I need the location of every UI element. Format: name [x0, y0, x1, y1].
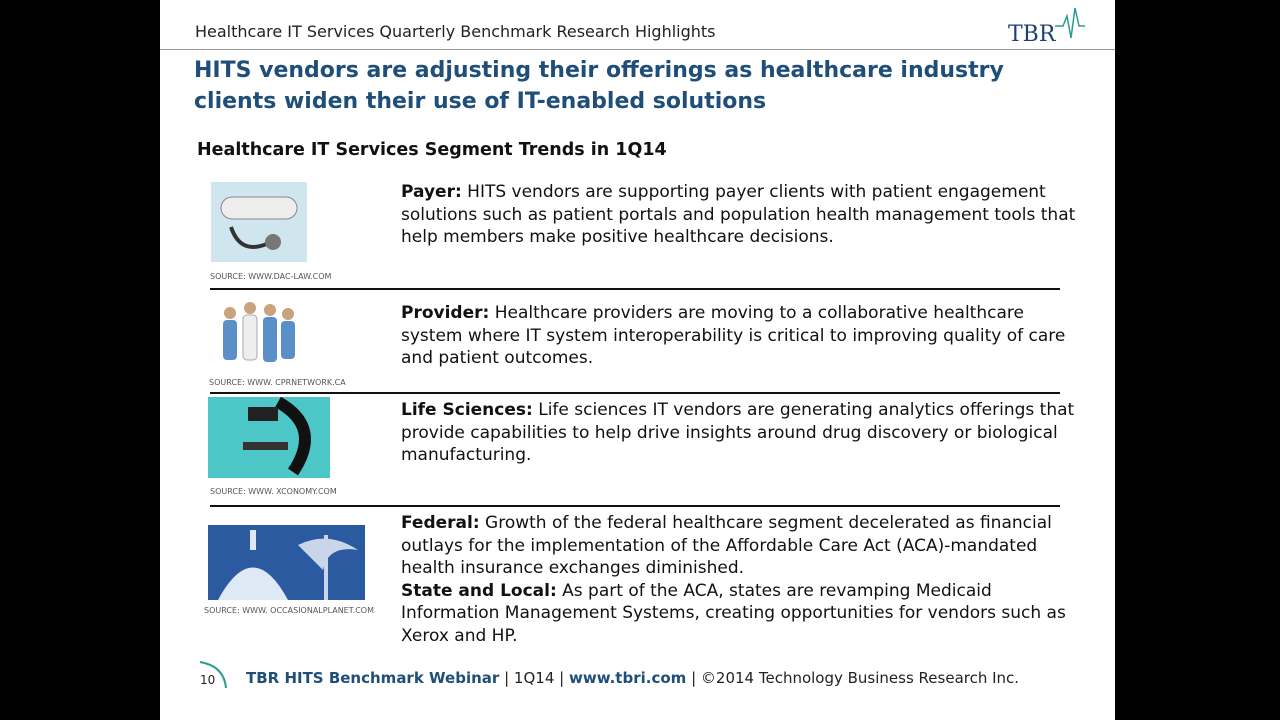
slide: Healthcare IT Services Quarterly Benchma…: [160, 0, 1115, 720]
footer-copyright: ©2014 Technology Business Research Inc.: [700, 669, 1020, 687]
segment-text: Payer: HITS vendors are supporting payer…: [401, 181, 1081, 249]
page-number: 10: [200, 673, 216, 687]
segment-label: Payer:: [401, 182, 462, 202]
footer-quarter: 1Q14: [513, 669, 555, 687]
image-doctors: [215, 298, 301, 372]
segment-text: Provider: Healthcare providers are movin…: [401, 302, 1081, 370]
footer: TBR HITS Benchmark Webinar | 1Q14 | www.…: [246, 669, 1019, 687]
image-source: SOURCE: WWW. OCCASIONALPLANET.COM: [204, 606, 374, 615]
image-source: SOURCE: WWW. CPRNETWORK.CA: [209, 378, 346, 387]
separator: [210, 392, 1060, 394]
segment-text: Federal: Growth of the federal healthcar…: [401, 512, 1081, 647]
footer-event: TBR HITS Benchmark Webinar: [246, 669, 500, 687]
segment-label: Federal:: [401, 513, 480, 533]
separator: [210, 288, 1060, 290]
image-microscope: [208, 397, 330, 478]
segment-body: As part of the ACA, states are revamping…: [401, 580, 1066, 646]
image-stethoscope: [211, 182, 307, 262]
segment-label: Provider:: [401, 303, 490, 323]
footer-separator: |: [504, 669, 510, 687]
segment-body: Life sciences IT vendors are generating …: [401, 400, 1075, 465]
segment-text: Life Sciences: Life sciences IT vendors …: [401, 399, 1081, 467]
separator: [210, 505, 1060, 507]
segment-body: HITS vendors are supporting payer client…: [401, 182, 1076, 247]
footer-separator: |: [559, 669, 565, 687]
slide-title: HITS vendors are adjusting their offerin…: [194, 58, 1004, 114]
footer-separator: |: [691, 669, 697, 687]
footer-url[interactable]: www.tbri.com: [568, 669, 687, 687]
logo-mark: [1055, 7, 1085, 39]
header-title: Healthcare IT Services Quarterly Benchma…: [195, 22, 716, 41]
slide-subtitle: Healthcare IT Services Segment Trends in…: [197, 140, 667, 160]
footer-arc: [199, 661, 227, 689]
header-rule: [160, 49, 1115, 50]
logo: TBR: [1008, 22, 1056, 47]
image-capitol: [208, 525, 365, 600]
image-source: SOURCE: WWW.DAC-LAW.COM: [210, 272, 332, 281]
segment-label: Life Sciences:: [401, 400, 533, 420]
segment-body: Growth of the federal healthcare segment…: [401, 513, 1052, 578]
image-source: SOURCE: WWW. XCONOMY.COM: [210, 487, 337, 496]
segment-label: State and Local:: [401, 580, 557, 601]
segment-body: Healthcare providers are moving to a col…: [401, 303, 1066, 368]
